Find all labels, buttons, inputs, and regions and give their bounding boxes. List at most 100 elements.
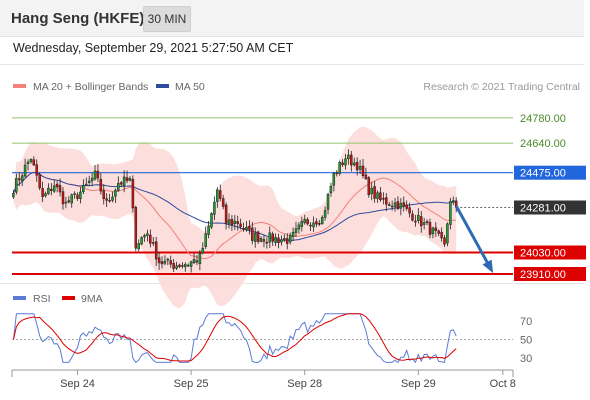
candle-body <box>358 166 362 170</box>
candle <box>152 237 155 247</box>
candle-body <box>297 224 301 230</box>
candle <box>20 172 24 187</box>
candle-body <box>105 198 108 201</box>
candle <box>154 236 158 267</box>
candle <box>452 196 455 206</box>
candle <box>70 193 73 208</box>
candle-body <box>143 235 146 238</box>
candle-body <box>242 227 245 230</box>
candle <box>399 198 403 216</box>
candle-body <box>41 188 44 197</box>
candle <box>274 233 277 247</box>
candle <box>347 149 350 165</box>
candle <box>221 194 225 210</box>
candle-body <box>186 264 190 267</box>
legend-swatch-rsi <box>13 296 26 300</box>
candle <box>128 176 132 182</box>
candle <box>96 164 100 183</box>
candle <box>396 196 400 211</box>
candle <box>283 234 286 242</box>
candle <box>417 208 420 224</box>
candle-body <box>309 224 312 227</box>
candle <box>181 262 184 269</box>
ma20-line <box>13 171 457 259</box>
rsi-tick-1: 50 <box>520 335 532 347</box>
candle <box>55 181 59 193</box>
candle-body <box>431 227 435 235</box>
candle-body <box>18 178 21 181</box>
candle-body <box>169 260 172 265</box>
candle-body <box>387 204 391 206</box>
candle-body <box>23 164 27 177</box>
candle <box>259 236 263 243</box>
candle-body <box>370 187 373 195</box>
candle <box>239 218 242 230</box>
candle-body <box>55 183 59 188</box>
candle-body <box>294 228 298 233</box>
candle <box>198 250 202 271</box>
candle-body <box>338 162 341 174</box>
candle-body <box>210 213 213 228</box>
candle-body <box>312 222 315 228</box>
candle-body <box>352 162 356 166</box>
candle <box>341 159 344 167</box>
candle <box>18 172 21 187</box>
candle-body <box>265 241 269 244</box>
candle-body <box>280 239 283 243</box>
candle-body <box>76 194 79 199</box>
candle <box>224 202 228 230</box>
candle <box>175 261 178 270</box>
timeframe-button[interactable]: 30 MIN <box>143 6 191 32</box>
candle-body <box>323 210 327 218</box>
candle-body <box>408 207 411 214</box>
candle-body <box>64 201 68 204</box>
candle-body <box>385 197 388 205</box>
candle-body <box>227 219 231 224</box>
candle-body <box>437 230 440 234</box>
rsi-legend: RSI 9MA <box>13 293 103 305</box>
candle <box>73 191 76 199</box>
level-label-2: 24475.00 <box>514 165 586 180</box>
candle-body <box>140 237 143 245</box>
candle-body <box>376 192 379 199</box>
candle-body <box>390 205 394 208</box>
candle-body <box>175 265 178 269</box>
candle <box>315 218 318 228</box>
candle <box>82 179 85 195</box>
candle-body <box>259 238 263 242</box>
candle-body <box>198 253 202 264</box>
candle <box>370 181 373 201</box>
candle <box>210 212 213 230</box>
candle-body <box>114 189 117 197</box>
candle <box>350 150 353 172</box>
candle <box>248 220 251 235</box>
candle-body <box>184 264 187 268</box>
rsi-9ma-line <box>13 313 457 362</box>
candle-body <box>440 231 443 239</box>
candle <box>300 216 304 232</box>
candle <box>253 227 257 248</box>
candle <box>32 156 36 167</box>
candle <box>294 221 298 237</box>
candle-body <box>99 178 103 192</box>
candle <box>149 229 152 248</box>
candle-body <box>29 158 33 163</box>
candle <box>352 157 356 167</box>
candle <box>385 193 388 212</box>
candle-body <box>102 190 105 199</box>
candle <box>230 215 234 232</box>
candle-body <box>347 154 350 160</box>
candle <box>361 159 365 179</box>
candle-body <box>422 222 426 225</box>
candle-body <box>35 164 38 176</box>
candle-body <box>379 192 382 201</box>
candle-body <box>326 194 330 210</box>
candle <box>306 217 309 226</box>
chart-header: Hang Seng (HKFE) 30 MIN <box>0 0 584 37</box>
divider-middle <box>0 283 584 284</box>
candle <box>47 183 50 195</box>
candle-body <box>417 214 420 221</box>
candle <box>320 215 324 225</box>
legend-label-9ma: 9MA <box>81 293 103 305</box>
candle <box>277 233 280 249</box>
